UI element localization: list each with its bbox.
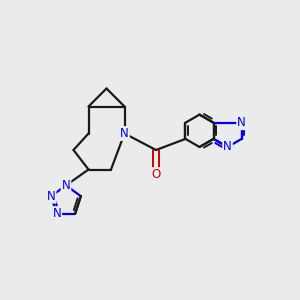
- Text: N: N: [47, 190, 56, 203]
- Text: N: N: [52, 207, 61, 220]
- Text: N: N: [120, 127, 129, 140]
- Text: N: N: [237, 116, 246, 129]
- Text: N: N: [61, 179, 70, 192]
- Text: N: N: [223, 140, 232, 154]
- Text: O: O: [152, 168, 160, 181]
